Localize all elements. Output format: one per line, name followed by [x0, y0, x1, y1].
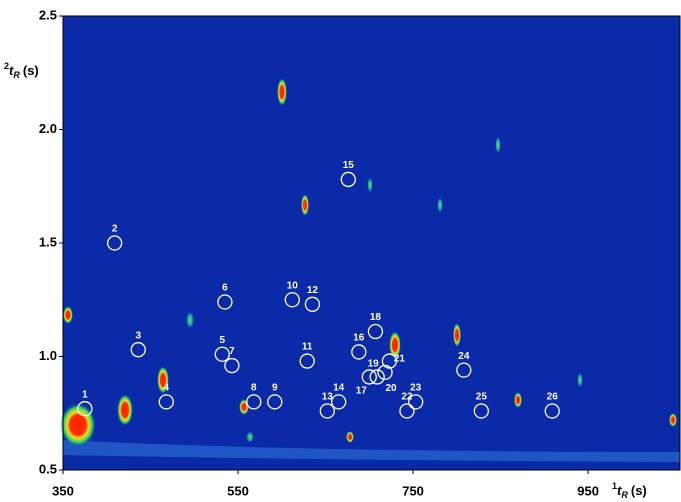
peak-label: 11	[302, 342, 313, 353]
peak-label: 6	[222, 283, 228, 294]
axis-label-unit: (s)	[23, 63, 39, 78]
peak-blob	[157, 366, 169, 394]
peak-marker	[267, 394, 283, 410]
y-tick-label: 2.0	[39, 121, 57, 136]
peak-label: 26	[547, 392, 559, 403]
peak-marker	[224, 357, 240, 374]
peak-marker	[367, 323, 384, 340]
peak-label: 15	[343, 160, 355, 171]
baseline-band	[63, 440, 680, 462]
peak-marker	[246, 394, 262, 410]
y-axis-label: 2tR (s)	[4, 61, 39, 80]
peak-label: 24	[458, 351, 470, 362]
peak-marker	[331, 394, 347, 410]
peak-blob	[117, 394, 133, 426]
peak-label: 23	[410, 383, 422, 394]
peak-marker	[284, 292, 300, 308]
peak-blob	[389, 331, 401, 359]
peak-blob	[246, 431, 254, 443]
peak-label: 5	[220, 335, 226, 346]
peak-blob	[453, 323, 461, 347]
peak-marker	[319, 403, 335, 419]
peak-marker	[408, 394, 424, 410]
peak-marker	[299, 353, 315, 369]
axis-label-sub: R	[13, 70, 20, 80]
heatmap	[60, 16, 680, 470]
peak-label: 3	[135, 330, 141, 341]
peak-label: 17	[356, 386, 368, 397]
axis-label-sub: R	[621, 490, 628, 500]
peak-label: 19	[368, 359, 380, 370]
peak-label: 2	[112, 224, 118, 235]
peak-blob	[239, 399, 249, 415]
peak-blob	[186, 311, 194, 329]
peak-marker	[361, 369, 377, 385]
peak-label: 12	[307, 285, 319, 296]
peak-marker	[340, 171, 356, 188]
y-tick-label: 1.0	[39, 348, 57, 363]
peak-marker	[304, 296, 321, 312]
y-tick-label: 0.5	[39, 461, 57, 476]
peak-blob	[514, 392, 522, 408]
peak-marker	[473, 403, 489, 419]
peak-label: 20	[386, 383, 398, 394]
peak-marker	[399, 403, 415, 419]
heatmap-background	[63, 16, 680, 470]
peak-blob	[60, 403, 96, 447]
y-tick-label: 1.5	[39, 234, 57, 249]
peak-label: 7	[229, 346, 235, 357]
peak-label: 14	[333, 383, 345, 394]
peak-blob	[63, 306, 73, 324]
x-tick-label: 550	[227, 483, 249, 498]
peak-blob	[669, 413, 677, 427]
peak-marker	[217, 294, 233, 310]
x-tick-label: 950	[577, 483, 599, 498]
axis-label-sup: 2	[4, 61, 9, 71]
peak-marker	[381, 353, 398, 369]
peak-blob	[277, 78, 287, 106]
peak-label: 13	[322, 392, 334, 403]
axis-label-main: t	[9, 63, 14, 78]
peak-label: 1	[82, 389, 88, 400]
peak-marker	[106, 235, 123, 251]
peak-label: 4	[163, 383, 169, 394]
peak-label: 8	[251, 383, 257, 394]
peak-label: 10	[287, 280, 299, 291]
peak-marker	[158, 394, 174, 410]
peak-label: 16	[353, 333, 365, 344]
peak-blob	[301, 194, 309, 216]
x-tick-label: 750	[402, 483, 424, 498]
x-tick-label: 350	[52, 483, 74, 498]
peak-marker	[456, 362, 472, 378]
peak-marker	[130, 342, 146, 358]
peak-blob	[346, 431, 354, 443]
peak-marker	[377, 364, 393, 381]
x-axis-label: 1tR (s)	[612, 481, 647, 500]
peak-blob	[577, 372, 583, 388]
peak-blob	[437, 197, 443, 213]
axis-label-main: t	[617, 483, 622, 498]
peak-marker	[214, 346, 230, 362]
peak-blob	[367, 177, 373, 193]
peak-label: 9	[272, 383, 278, 394]
peak-marker	[369, 369, 385, 385]
peak-label: 22	[401, 392, 413, 403]
y-tick-label: 2.5	[39, 7, 57, 22]
peak-blob	[495, 136, 501, 154]
peak-marker	[77, 401, 93, 417]
peak-label: 21	[394, 354, 406, 365]
peak-label: 18	[370, 312, 382, 323]
peak-label: 25	[476, 392, 488, 403]
axis-label-unit: (s)	[631, 483, 647, 498]
peak-marker	[351, 344, 367, 360]
axis-label-sup: 1	[612, 481, 617, 491]
peak-marker	[544, 403, 560, 419]
